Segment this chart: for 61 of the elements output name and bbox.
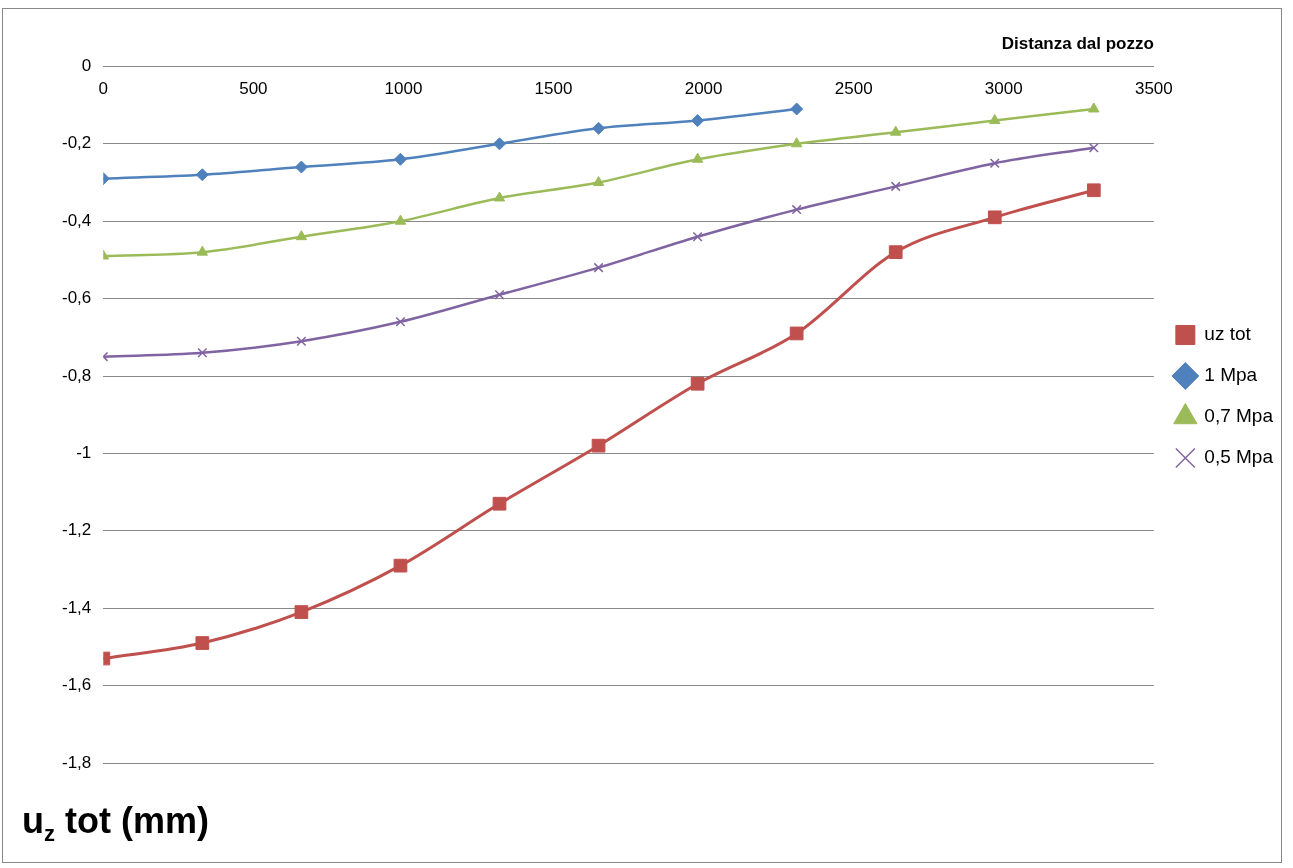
point bbox=[592, 121, 606, 135]
point bbox=[791, 204, 802, 215]
legend-label: 0,7 Mpa bbox=[1204, 405, 1274, 427]
point bbox=[393, 152, 407, 166]
point bbox=[593, 262, 604, 273]
x-tick-label: 0 bbox=[98, 78, 109, 98]
point bbox=[494, 289, 505, 300]
point bbox=[692, 231, 703, 242]
point bbox=[691, 152, 704, 163]
point bbox=[790, 102, 804, 116]
point bbox=[197, 347, 208, 358]
point bbox=[294, 605, 309, 619]
y-tick-label: -1 bbox=[76, 443, 92, 463]
x-tick-label: 2000 bbox=[684, 78, 723, 98]
point bbox=[296, 336, 307, 347]
y-tick-label: -0,4 bbox=[62, 210, 92, 230]
point bbox=[691, 114, 705, 128]
point bbox=[394, 214, 407, 225]
point bbox=[987, 210, 1002, 225]
point bbox=[493, 137, 506, 151]
x-tick-label: 1000 bbox=[384, 78, 423, 98]
point bbox=[195, 168, 209, 182]
point bbox=[1088, 102, 1100, 113]
point bbox=[492, 496, 507, 511]
point bbox=[790, 137, 803, 148]
legend-label: 0,5 Mpa bbox=[1204, 446, 1274, 468]
y-tick-label: -1,2 bbox=[62, 520, 92, 540]
x-tick-label: 2500 bbox=[834, 78, 873, 98]
point bbox=[890, 125, 902, 136]
x-axis-title: Distanza dal pozzo bbox=[1001, 33, 1154, 53]
y-axis-title: u$_{z}$ tot (mm) bbox=[22, 800, 209, 848]
x-tick-label: 500 bbox=[239, 78, 268, 98]
point bbox=[890, 181, 901, 192]
y-tick-label: -0,2 bbox=[62, 133, 92, 153]
point bbox=[888, 245, 903, 260]
point bbox=[989, 158, 1000, 169]
x-tick-label: 3000 bbox=[984, 78, 1023, 98]
point bbox=[295, 230, 308, 241]
point bbox=[1088, 142, 1099, 153]
y-tick-label: -1,6 bbox=[62, 675, 92, 695]
point bbox=[789, 326, 804, 341]
point bbox=[393, 558, 408, 573]
y-tick-label: -1,4 bbox=[62, 597, 92, 617]
point bbox=[195, 636, 210, 650]
point bbox=[1086, 183, 1101, 198]
point bbox=[294, 160, 308, 174]
point bbox=[493, 191, 506, 202]
y-tick-label: 0 bbox=[81, 56, 92, 76]
y-tick-label: -1,8 bbox=[62, 752, 92, 772]
legend-label: 1 Mpa bbox=[1204, 364, 1258, 386]
point bbox=[989, 114, 1001, 125]
point bbox=[592, 176, 605, 186]
x-tick-label: 3500 bbox=[1134, 78, 1173, 98]
point bbox=[591, 438, 606, 453]
y-tick-label: -0,8 bbox=[62, 365, 92, 385]
legend-label: uz tot bbox=[1204, 323, 1252, 345]
point bbox=[395, 316, 406, 327]
point bbox=[196, 245, 209, 256]
point bbox=[690, 376, 705, 391]
y-tick-label: -0,6 bbox=[62, 288, 92, 308]
x-tick-label: 1500 bbox=[534, 78, 573, 98]
